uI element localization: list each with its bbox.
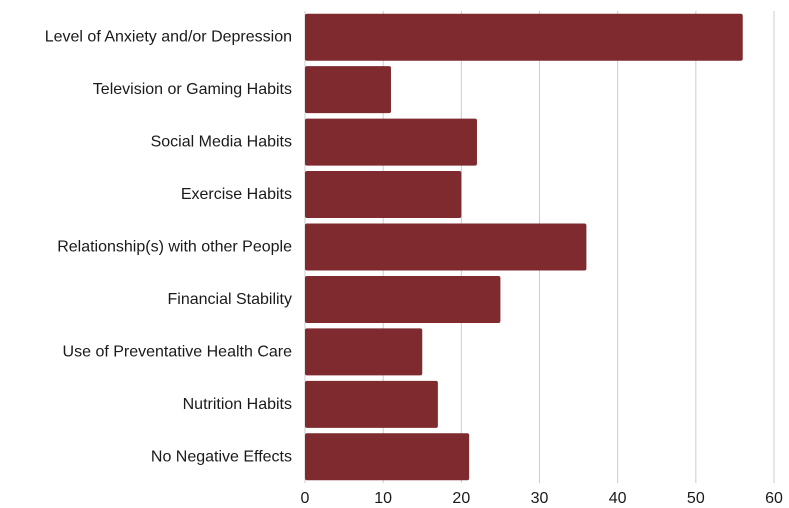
bar-level-of-anxiety-and-or-depression [305, 13, 743, 61]
category-label-nutrition-habits: Nutrition Habits [183, 396, 292, 413]
category-label-no-negative-effects: No Negative Effects [151, 448, 292, 465]
category-label-relationship-s-with-other-people: Relationship(s) with other People [57, 239, 292, 256]
category-label-financial-stability: Financial Stability [168, 291, 293, 308]
bar-no-negative-effects [305, 433, 470, 481]
x-tick-label-50: 50 [687, 490, 705, 507]
bars [305, 13, 743, 481]
x-tick-label-10: 10 [374, 490, 392, 507]
x-tick-label-60: 60 [765, 490, 783, 507]
bar-exercise-habits [305, 171, 462, 219]
bar-television-or-gaming-habits [305, 66, 391, 114]
x-tick-label-40: 40 [609, 490, 627, 507]
x-tick-label-30: 30 [531, 490, 549, 507]
category-labels: Level of Anxiety and/or Depression Televi… [45, 29, 292, 466]
x-tick-label-20: 20 [452, 490, 470, 507]
bar-financial-stability [305, 275, 501, 323]
category-label-television-or-gaming-habits: Television or Gaming Habits [93, 81, 292, 98]
x-tick-label-0: 0 [301, 490, 310, 507]
bar-nutrition-habits [305, 380, 438, 428]
category-label-use-of-preventative-health-care: Use of Preventative Health Care [63, 343, 293, 360]
category-label-social-media-habits: Social Media Habits [151, 134, 292, 151]
bar-social-media-habits [305, 118, 477, 166]
category-label-exercise-habits: Exercise Habits [181, 186, 292, 203]
x-axis-tick-labels: 0 10 20 30 40 50 60 [301, 490, 783, 507]
bar-relationship-s-with-other-people [305, 223, 587, 271]
category-label-level-of-anxiety-and-or-depression: Level of Anxiety and/or Depression [45, 29, 292, 46]
bar-use-of-preventative-health-care [305, 328, 423, 376]
